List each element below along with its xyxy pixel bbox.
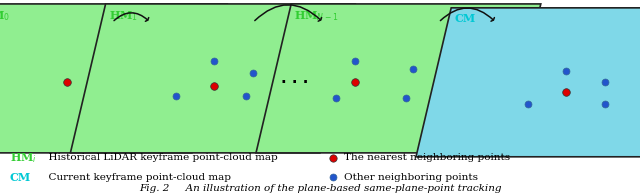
Polygon shape	[0, 4, 227, 153]
Point	[209, 59, 220, 62]
Point	[209, 85, 220, 88]
Text: The nearest neighboring points: The nearest neighboring points	[344, 153, 511, 162]
Text: Other neighboring points: Other neighboring points	[344, 173, 478, 182]
Text: HM$_i$: HM$_i$	[10, 151, 36, 165]
Point	[350, 81, 360, 84]
Polygon shape	[70, 4, 355, 153]
Point	[241, 94, 252, 98]
Point	[62, 81, 72, 84]
Point	[561, 69, 572, 72]
Point	[523, 102, 533, 105]
Point	[350, 59, 360, 62]
Text: CM: CM	[10, 172, 31, 183]
Polygon shape	[416, 8, 640, 157]
Point	[248, 71, 258, 74]
Text: Current keyframe point-cloud map: Current keyframe point-cloud map	[42, 173, 230, 182]
Point	[328, 156, 338, 159]
Text: HM$_1$: HM$_1$	[109, 9, 138, 23]
Point	[401, 96, 412, 100]
Text: . . .: . . .	[281, 71, 308, 86]
Point	[600, 102, 610, 105]
Text: Historical LiDAR keyframe point-cloud map: Historical LiDAR keyframe point-cloud ma…	[42, 153, 277, 162]
Polygon shape	[256, 4, 541, 153]
Point	[171, 94, 181, 98]
Text: CM: CM	[454, 13, 476, 24]
Point	[408, 67, 418, 70]
Point	[600, 81, 610, 84]
Point	[561, 91, 572, 94]
Text: HM$_{N-1}$: HM$_{N-1}$	[294, 9, 339, 23]
Point	[331, 96, 341, 100]
Text: Fig. 2     An illustration of the plane-based same-plane-point tracking: Fig. 2 An illustration of the plane-base…	[139, 184, 501, 193]
Point	[328, 176, 338, 179]
Text: HM$_0$: HM$_0$	[0, 9, 10, 23]
